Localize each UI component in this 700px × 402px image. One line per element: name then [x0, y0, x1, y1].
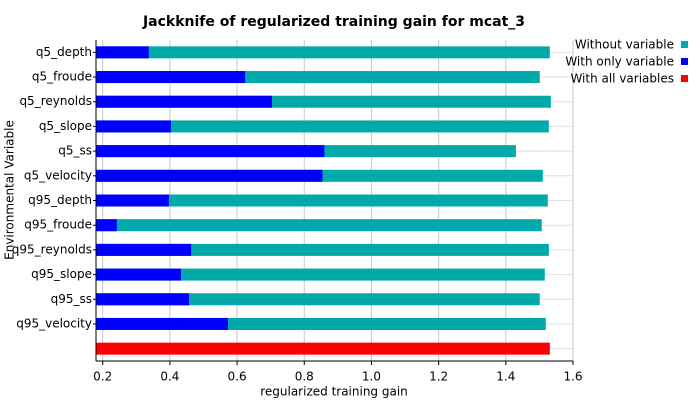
bar	[96, 194, 548, 207]
bar	[96, 268, 181, 281]
y-tick-label: q95_froude	[24, 218, 92, 232]
bar	[96, 293, 190, 306]
bar	[96, 243, 192, 256]
legend-swatch	[681, 58, 688, 65]
chart-title: Jackknife of regularized training gain f…	[142, 14, 525, 30]
bar	[96, 219, 117, 232]
bar	[96, 46, 550, 59]
x-tick-label: 1.6	[563, 370, 582, 384]
x-axis-label: regularized training gain	[260, 385, 408, 399]
bar	[96, 194, 169, 207]
y-tick-label: q5_velocity	[24, 168, 92, 182]
y-tick-label: q5_ss	[58, 144, 92, 158]
x-tick-label: 1.0	[362, 370, 381, 384]
bar	[96, 317, 229, 330]
bar	[96, 293, 540, 306]
y-tick-label: q95_ss	[51, 292, 92, 306]
bar	[96, 145, 325, 158]
bar	[96, 243, 549, 256]
y-tick-label: q95_slope	[31, 267, 92, 281]
bar	[96, 342, 550, 355]
y-tick-label: q5_slope	[39, 119, 92, 133]
x-tick-label: 1.4	[496, 370, 515, 384]
legend-swatch	[681, 41, 688, 48]
x-tick-label: 0.6	[228, 370, 247, 384]
y-tick-label: q95_depth	[28, 193, 92, 207]
bar	[96, 95, 273, 108]
bar	[96, 219, 542, 232]
bar	[96, 46, 149, 59]
bar	[96, 71, 246, 84]
bar	[96, 120, 549, 133]
x-tick-label: 0.4	[160, 370, 179, 384]
y-tick-label: q5_reynolds	[19, 94, 92, 108]
y-axis-label: Environmental Variable	[3, 120, 17, 260]
y-tick-label: q5_froude	[32, 70, 92, 84]
legend-label: With all variables	[570, 72, 674, 86]
y-tick-label: q5_depth	[36, 45, 92, 59]
bar	[96, 268, 545, 281]
legend-label: With only variable	[565, 55, 674, 69]
x-tick-label: 0.8	[295, 370, 314, 384]
legend-swatch	[681, 75, 688, 82]
legend-label: Without variable	[575, 38, 674, 52]
x-tick-label: 1.2	[429, 370, 448, 384]
bar	[96, 169, 323, 182]
y-tick-label: q95_reynolds	[12, 242, 92, 256]
x-tick-label: 0.2	[93, 370, 112, 384]
bar	[96, 120, 171, 133]
y-tick-label: q95_velocity	[16, 316, 92, 330]
